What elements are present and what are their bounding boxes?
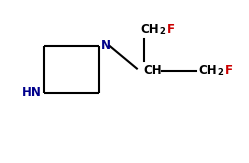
Text: F: F xyxy=(225,65,233,77)
Text: N: N xyxy=(101,39,111,52)
Text: 2: 2 xyxy=(217,68,223,77)
Text: CH: CH xyxy=(199,65,217,77)
Text: 2: 2 xyxy=(159,27,165,36)
Text: F: F xyxy=(167,23,175,36)
Text: HN: HN xyxy=(22,86,42,99)
Text: CH: CH xyxy=(143,65,162,77)
Text: CH: CH xyxy=(141,23,159,36)
